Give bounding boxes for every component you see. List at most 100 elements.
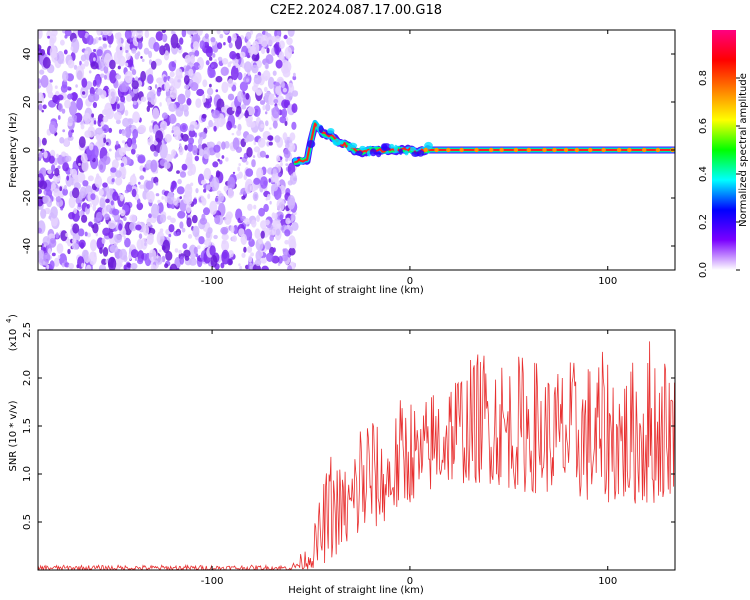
noise-speckle	[115, 140, 119, 146]
noise-speckle	[268, 178, 271, 183]
noise-speckle	[272, 120, 278, 129]
noise-speckle	[67, 93, 73, 100]
noise-speckle	[289, 173, 298, 185]
noise-speckle	[72, 223, 80, 234]
noise-speckle	[119, 248, 128, 260]
y-tick-label: 2.5	[22, 322, 33, 338]
noise-speckle	[251, 40, 260, 55]
noise-speckle	[170, 33, 179, 49]
noise-speckle	[276, 30, 281, 36]
noise-speckle	[47, 169, 52, 175]
noise-speckle	[253, 74, 262, 85]
noise-speckle	[102, 43, 108, 48]
noise-speckle	[209, 200, 218, 215]
noise-speckle	[42, 195, 50, 204]
y-tick-label: 2.0	[22, 370, 33, 386]
noise-speckle	[68, 101, 78, 116]
colorbar-tick-label: 0.8	[698, 70, 709, 86]
noise-speckle	[41, 137, 47, 146]
noise-speckle	[89, 143, 94, 151]
noise-speckle	[179, 123, 188, 133]
noise-speckle	[249, 262, 253, 266]
noise-speckle	[197, 245, 201, 250]
chart-title: C2E2.2024.087.17.00.G18	[270, 3, 442, 18]
noise-speckle	[105, 108, 114, 120]
colorbar-gradient	[712, 30, 736, 270]
noise-speckle	[272, 247, 276, 253]
noise-speckle	[110, 167, 117, 173]
noise-speckle	[286, 37, 293, 46]
colorbar: 0.0 0.2 0.4 0.6 0.8 Normalized spectral ampl…	[698, 30, 749, 278]
y-tick-label: 20	[22, 96, 33, 109]
noise-speckle	[159, 214, 167, 223]
noise-speckle	[192, 198, 198, 205]
noise-speckle	[86, 204, 90, 209]
noise-speckle	[114, 234, 123, 243]
noise-speckle	[73, 207, 77, 214]
noise-speckle	[177, 93, 186, 105]
noise-speckle	[133, 100, 137, 106]
noise-speckle	[71, 38, 80, 54]
signal-peak	[655, 147, 661, 153]
noise-speckle	[65, 155, 72, 162]
noise-speckle	[211, 109, 220, 119]
noise-speckle	[51, 252, 56, 257]
noise-speckle	[170, 86, 178, 100]
noise-speckle	[246, 78, 249, 83]
noise-speckle	[143, 47, 150, 55]
noise-speckle	[60, 207, 64, 211]
noise-speckle	[189, 124, 195, 132]
noise-speckle	[128, 118, 134, 125]
noise-speckle	[72, 187, 80, 199]
noise-speckle	[42, 236, 51, 246]
signal-blob	[393, 144, 398, 153]
noise-speckle	[227, 187, 234, 199]
noise-speckle	[93, 57, 96, 62]
noise-speckle	[169, 263, 178, 270]
noise-speckle	[67, 86, 70, 89]
noise-speckle	[186, 98, 192, 106]
noise-speckle	[58, 115, 61, 120]
signal-blob	[318, 125, 324, 133]
noise-speckle	[68, 212, 76, 220]
noise-speckle	[186, 151, 193, 163]
noise-speckle	[150, 159, 158, 173]
noise-speckle	[90, 239, 97, 252]
noise-speckle	[56, 153, 59, 158]
noise-speckle	[247, 106, 256, 116]
noise-speckle	[92, 101, 97, 109]
noise-speckle	[137, 124, 147, 134]
x-tick-label: 0	[407, 576, 413, 587]
noise-speckle	[251, 53, 260, 62]
noise-speckle	[202, 97, 206, 103]
noise-speckle	[146, 105, 150, 112]
noise-speckle	[38, 103, 43, 111]
noise-speckle	[124, 126, 132, 138]
spectrogram-y-axis: -40 -20 0 20 40	[22, 48, 675, 254]
noise-speckle	[188, 68, 194, 77]
noise-speckle	[200, 136, 204, 141]
noise-speckle	[217, 158, 220, 162]
noise-speckle	[277, 156, 281, 162]
noise-speckle	[230, 65, 239, 81]
noise-speckle	[178, 143, 182, 148]
noise-speckle	[144, 30, 150, 39]
noise-speckle	[258, 207, 265, 217]
noise-speckle	[165, 153, 172, 165]
noise-speckle	[213, 144, 221, 153]
noise-speckle	[284, 46, 293, 60]
noise-speckle	[61, 108, 66, 114]
noise-speckle	[237, 90, 244, 103]
snr-ylabel: SNR (10 * v/v)	[8, 400, 19, 471]
noise-speckle	[159, 45, 166, 56]
snr-x-axis: -100 0 100	[201, 330, 617, 587]
noise-speckle	[221, 141, 226, 150]
noise-speckle	[180, 133, 184, 138]
noise-speckle	[67, 116, 74, 124]
noise-speckle	[285, 217, 291, 225]
noise-speckle	[41, 109, 44, 113]
noise-speckle	[252, 191, 259, 202]
signal-blob	[424, 141, 433, 150]
noise-speckle	[210, 37, 216, 43]
noise-speckle	[56, 243, 64, 254]
